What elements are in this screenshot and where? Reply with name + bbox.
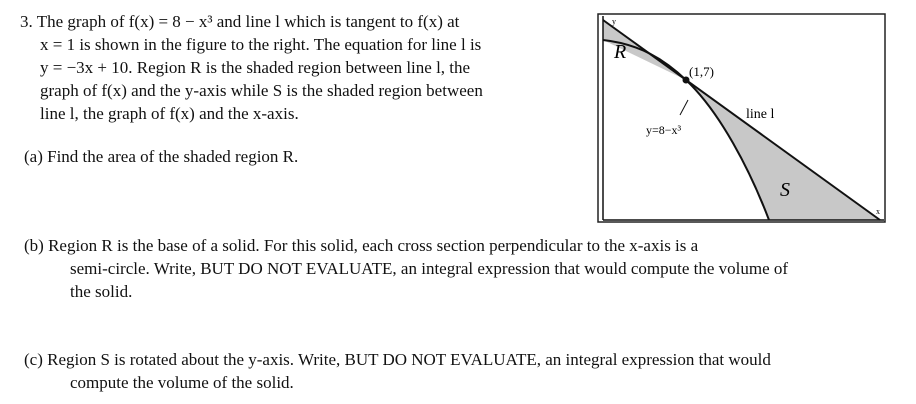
point-label: (1,7) [689,64,714,79]
y-axis-label: y [612,17,616,26]
part-b-line: semi-circle. Write, BUT DO NOT EVALUATE,… [70,259,789,278]
part-a-line: (a) Find the area of the shaded region R… [24,147,299,166]
part-b-line: (b) Region R is the base of a solid. For… [24,236,699,255]
region-s-label: S [780,179,790,201]
figure-frame [597,13,886,223]
problem-line: line l, the graph of f(x) and the x-axis… [40,104,299,123]
tangent-line [602,19,881,221]
part-c-line: (c) Region S is rotated about the y-axis… [24,350,771,369]
tangent-point [682,76,690,84]
problem-line: y = −3x + 10. Region R is the shaded reg… [40,58,471,77]
curve-label: y=8−x³ [646,123,682,137]
problem-line: 3. The graph of f(x) = 8 − x³ and line l… [20,12,460,31]
problem-line: graph of f(x) and the y-axis while S is … [40,81,483,100]
part-b-line: the solid. [70,282,133,301]
x-axis-label: x [876,207,880,216]
part-c-line: compute the volume of the solid. [70,373,294,392]
curve [602,39,770,221]
line-label: line l [746,107,774,122]
curve-arrow [679,99,689,116]
region-r-label: R [613,41,626,63]
problem-line: x = 1 is shown in the figure to the righ… [40,35,482,54]
